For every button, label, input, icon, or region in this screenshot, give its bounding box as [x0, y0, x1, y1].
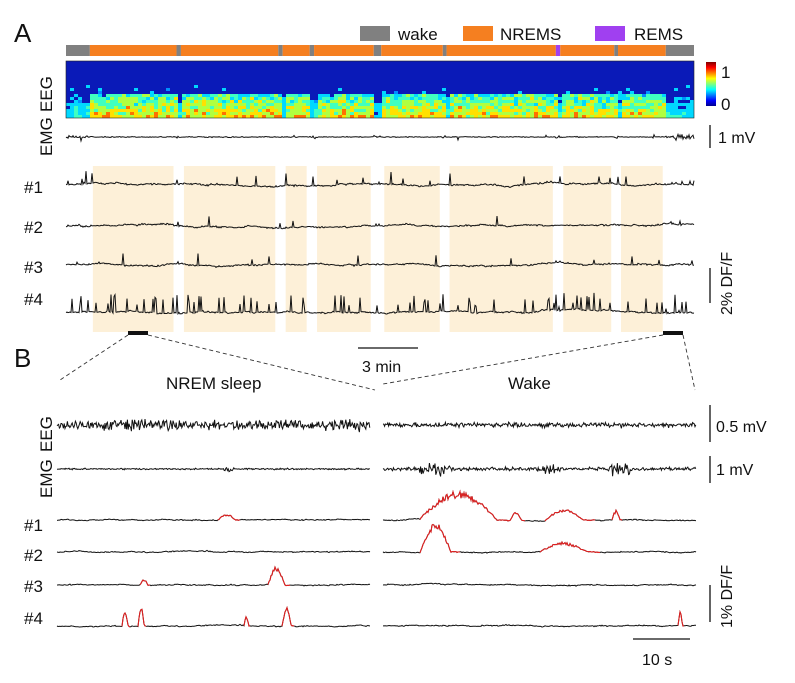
- colorbar-max-label: 1: [721, 63, 730, 82]
- panel-b-neuron-3-label: #3: [24, 577, 43, 596]
- nrem-shaded-epoch: [183, 166, 276, 332]
- panel-a-dff-scale-label: 2% DF/F: [719, 252, 736, 315]
- panel-a-neuron-1-label: #1: [24, 178, 43, 197]
- panel-b-eeg-scalebar: 0.5 mV: [709, 405, 767, 442]
- hypnogram-segment-NREMS: [89, 45, 177, 56]
- legend-wake-swatch: [360, 26, 390, 41]
- hypnogram: [66, 45, 694, 56]
- panel-b-left-title: NREM sleep: [166, 374, 261, 393]
- panel-b-neuron-1-label: #1: [24, 516, 43, 535]
- spectrogram: [65, 60, 695, 119]
- zoom-marker-nrem: [128, 331, 148, 335]
- nrem-shaded-epoch: [317, 166, 371, 332]
- hypnogram-segment-NREMS: [282, 45, 310, 56]
- panel-b-eeg-scale-label: 0.5 mV: [716, 419, 767, 436]
- hypnogram-segment-REMS: [555, 45, 561, 56]
- panel-b-right-title: Wake: [508, 374, 551, 393]
- panel-a-neuron-3-trace: [65, 253, 695, 269]
- nrem-shaded-epoch: [92, 166, 174, 332]
- panel-a-letter: A: [14, 18, 32, 48]
- panel-a-emg-scale-label: 1 mV: [718, 130, 756, 147]
- wake-emg-trace: [382, 463, 697, 477]
- hypnogram-segment-wake: [278, 45, 283, 56]
- panel-b-eeg-label: EEG: [37, 416, 56, 452]
- legend-rems-swatch: [595, 26, 625, 41]
- panel-a-neuron-4-label: #4: [24, 290, 43, 309]
- state-legend: wake NREMS REMS: [360, 25, 683, 44]
- panel-a-time-scalebar: 3 min: [358, 347, 418, 376]
- nrem-shaded-epoch: [563, 166, 612, 332]
- hypnogram-segment-wake: [665, 45, 694, 56]
- hypnogram-segment-NREMS: [180, 45, 279, 56]
- hypnogram-segment-NREMS: [618, 45, 666, 56]
- nrem-shaded-epoch: [285, 166, 307, 332]
- panel-a-neuron-3-label: #3: [24, 258, 43, 277]
- panel-b-neuron-4-label: #4: [24, 609, 43, 628]
- nrem-eeg-trace: [56, 418, 371, 433]
- panel-b-emg-scalebar: 1 mV: [709, 456, 754, 483]
- zoom-marker-wake: [663, 331, 683, 335]
- hypnogram-segment-wake: [373, 45, 382, 56]
- panel-b-letter: B: [14, 343, 31, 373]
- hypnogram-segment-NREMS: [446, 45, 556, 56]
- legend-wake-label: wake: [397, 25, 438, 44]
- panel-b-time-scalebar: 10 s: [633, 638, 690, 669]
- panel-b-time-scale-label: 10 s: [642, 652, 672, 669]
- nrem-shading: [92, 166, 663, 332]
- legend-nrems-swatch: [463, 26, 493, 41]
- nrem-shaded-epoch: [449, 166, 553, 332]
- panel-a-neuron-1-trace: [65, 171, 695, 188]
- panel-a-neuron-2-label: #2: [24, 218, 43, 237]
- legend-nrems-label: NREMS: [500, 25, 561, 44]
- legend-rems-label: REMS: [634, 25, 683, 44]
- nrem-emg-trace: [56, 466, 370, 473]
- hypnogram-segment-NREMS: [381, 45, 443, 56]
- hypnogram-segment-wake: [176, 45, 181, 56]
- panel-a-neuron-4-trace: [65, 292, 695, 316]
- hypnogram-segment-NREMS: [314, 45, 374, 56]
- panel-b-neuron-2-label: #2: [24, 546, 43, 565]
- hypnogram-segment-wake: [442, 45, 447, 56]
- panel-a-time-scale-label: 3 min: [362, 359, 401, 376]
- panel-b-dff-scalebar: 1% DF/F: [709, 565, 736, 628]
- panel-a-eeg-label: EEG: [37, 76, 56, 112]
- panel-a-emg-scalebar: 1 mV: [709, 125, 756, 148]
- hypnogram-segment-NREMS: [560, 45, 615, 56]
- panel-a-emg-trace: [65, 132, 695, 143]
- nrem-shaded-epoch: [384, 166, 440, 332]
- panel-b-dff-scale-label: 1% DF/F: [719, 565, 736, 628]
- panel-b-calcium-traces: [56, 489, 697, 628]
- hypnogram-segment-wake: [309, 45, 315, 56]
- panel-a-dff-scalebar: 2% DF/F: [709, 252, 736, 315]
- hypnogram-segment-wake: [66, 45, 90, 56]
- colorbar: 1 0: [706, 62, 730, 114]
- colorbar-min-label: 0: [721, 95, 730, 114]
- zoom-markers: [59, 331, 696, 391]
- panel-b-emg-label: EMG: [37, 459, 56, 498]
- wake-eeg-trace: [382, 420, 697, 430]
- panel-a-neuron-2-trace: [65, 215, 695, 230]
- panel-a-emg-label: EMG: [37, 117, 56, 156]
- hypnogram-segment-wake: [614, 45, 619, 56]
- panel-b-emg-scale-label: 1 mV: [716, 462, 754, 479]
